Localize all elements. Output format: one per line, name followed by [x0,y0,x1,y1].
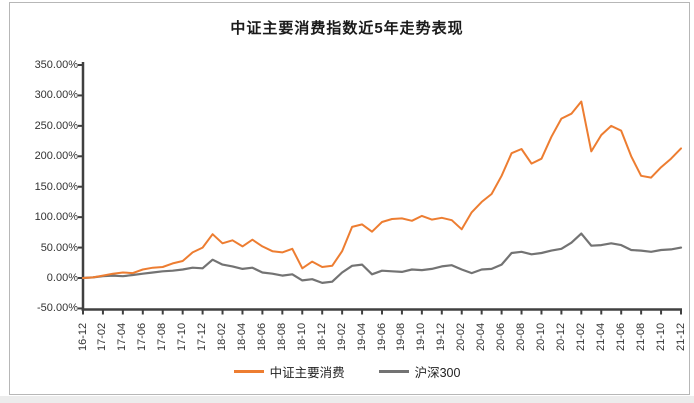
y-axis-tick-label: 350.00% [34,59,78,71]
x-axis-tick-label: 19-12 [435,322,448,351]
series-line-中证主要消费 [82,100,682,279]
x-axis-tick-label: 21-02 [574,322,587,351]
chart-legend: 中证主要消费 沪深300 [0,362,694,381]
x-axis-tick-label: 19-04 [355,322,368,351]
x-axis-tick-label: 17-12 [196,322,209,351]
legend-item: 沪深300 [378,362,461,381]
chart-outer-frame [9,2,690,395]
x-axis-tick-label: 17-08 [156,322,169,351]
legend-line-swatch [378,370,409,373]
x-axis-tick-label: 16-12 [76,322,89,351]
x-axis-tick-label: 17-06 [136,322,149,351]
y-axis-tick-label: 100.00% [34,211,78,224]
x-axis-tick-label: 21-08 [634,322,647,351]
x-axis-tick-label: 20-02 [455,322,468,351]
x-axis-tick-label: 19-06 [375,322,388,351]
y-axis-tick-label: 50.00% [40,241,78,254]
series-line-沪深300 [81,232,683,284]
x-axis-tick-label: 20-06 [495,322,508,351]
y-axis-tick-label: 250.00% [34,119,78,132]
legend-line-swatch [233,370,264,373]
x-axis-tick-label: 17-02 [96,322,109,351]
chart-title: 中证主要消费指数近5年走势表现 [230,20,464,37]
legend-label: 沪深300 [414,366,461,380]
x-axis-tick-label: 21-10 [654,322,667,351]
x-axis-tick-label: 21-06 [614,322,627,351]
x-axis-tick-label: 20-08 [515,322,528,351]
y-axis-tick-label: 0.00% [46,272,78,284]
x-axis-tick-label: 20-12 [554,322,567,351]
x-axis-tick-label: 18-02 [216,322,229,351]
x-axis-tick-label: 19-02 [335,322,348,351]
y-axis-tick-label: 300.00% [34,89,78,102]
x-axis-tick-label: 19-10 [415,322,428,351]
y-axis-tick-label: 200.00% [34,150,78,163]
legend-label: 中证主要消费 [269,366,345,380]
x-axis-tick-label: 19-08 [395,322,408,351]
x-axis-tick-label: 21-04 [594,322,607,351]
legend-item: 中证主要消费 [233,362,345,381]
page-bottom-strip [0,396,694,403]
x-axis-tick-label: 18-12 [315,322,328,351]
x-axis-tick-label: 18-04 [235,322,248,351]
x-axis-tick-label: 18-08 [275,322,288,351]
x-axis-tick-label: 18-10 [295,322,308,351]
x-axis-tick-label: 20-10 [534,322,547,351]
x-axis-tick-label: 18-06 [255,322,268,351]
x-axis-tick-label: 21-12 [674,322,687,351]
y-axis-tick-label: 150.00% [34,180,78,193]
x-axis-tick-label: 20-04 [475,322,488,351]
x-axis-tick-label: 17-10 [176,322,189,351]
x-axis-tick-label: 17-04 [116,322,129,351]
y-axis-tick-label: -50.00% [37,302,78,315]
